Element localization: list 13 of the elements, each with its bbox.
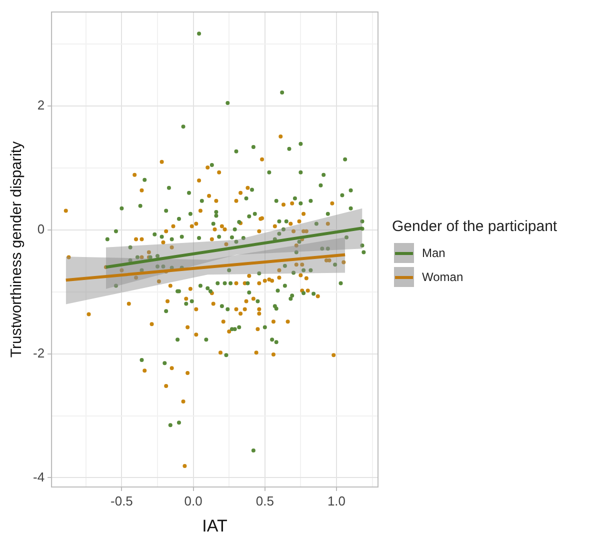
legend-label: Woman	[422, 270, 464, 284]
x-tick-label: 0.5	[256, 493, 274, 508]
legend-label: Man	[422, 246, 446, 260]
legend-title: Gender of the participant	[392, 218, 558, 235]
y-tick-label: -4	[32, 469, 45, 484]
x-tick-label: -0.5	[110, 493, 133, 508]
y-tick-label: 2	[37, 98, 45, 113]
y-axis-title: Trustworthiness gender disparity	[8, 140, 26, 358]
y-tick-label: -2	[32, 345, 45, 360]
x-tick-label: 1.0	[327, 493, 346, 508]
x-axis-title: IAT	[202, 516, 228, 536]
y-tick-label: 0	[37, 222, 45, 237]
x-tick-label: 0.0	[184, 493, 202, 508]
